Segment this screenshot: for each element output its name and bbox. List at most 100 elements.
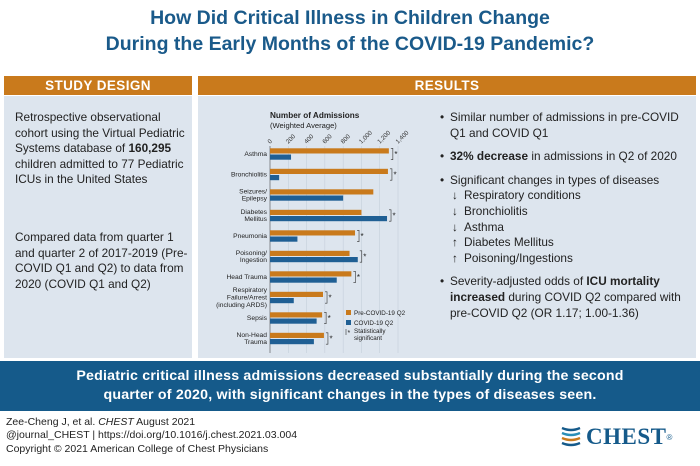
x-tick-label: 400 xyxy=(303,133,316,146)
x-tick-label: 1,400 xyxy=(394,129,410,145)
legend-swatch-pre-covid xyxy=(346,310,351,315)
legend-label-pre-covid: Pre-COVID-19 Q2 xyxy=(354,310,406,317)
chart-title: Number of Admissions xyxy=(270,111,360,120)
doi-link[interactable]: @journal_CHEST | https://doi.org/10.1016… xyxy=(6,429,298,442)
citation-footer: Zee-Cheng J, et al. CHEST August 2021 @j… xyxy=(6,416,297,456)
results-header: RESULTS xyxy=(198,76,696,95)
title-line-1: How Did Critical Illness in Children Cha… xyxy=(150,7,550,29)
result-bullet-2-text: in admissions in Q2 of 2020 xyxy=(528,149,677,164)
citation-authors: Zee-Cheng J, et al. xyxy=(6,416,99,428)
category-label: Respiratory Failure/Arrest (including ARDS… xyxy=(216,287,268,309)
citation-line: Zee-Cheng J, et al. CHEST August 2021 xyxy=(6,416,297,429)
result-bullet-4: Severity-adjusted odds of ICU mortality … xyxy=(440,274,690,321)
chest-logo-icon xyxy=(561,426,581,447)
legend-swatch-covid xyxy=(346,320,351,325)
x-tick-label: 0 xyxy=(266,138,274,146)
x-tick-label: 800 xyxy=(340,133,353,146)
significance-bracket xyxy=(357,230,360,242)
admissions-chart: Number of Admissions (Weighted Average) … xyxy=(202,104,434,356)
category-label: Asthma xyxy=(244,151,267,158)
study-design-header: STUDY DESIGN xyxy=(4,76,192,95)
category-label: Poisoning/Ingestion xyxy=(236,250,268,264)
bar-covid xyxy=(270,339,314,345)
disease-change-item: ↑ Poisoning/Ingestions xyxy=(452,251,690,267)
bar-pre-covid xyxy=(270,332,324,338)
significance-bracket xyxy=(325,291,328,304)
significance-marker: * xyxy=(363,253,366,262)
registered-mark: ® xyxy=(666,432,673,442)
significance-marker: * xyxy=(328,314,331,323)
disease-change-label: Respiratory conditions xyxy=(464,188,581,203)
disease-change-item: ↓ Bronchiolitis xyxy=(452,204,690,220)
sd-p1-text: Retrospective observational cohort using… xyxy=(15,110,185,156)
significance-marker: * xyxy=(393,212,396,221)
sd-p1-text-end: children admitted to 77 Pediatric ICUs i… xyxy=(15,156,184,187)
bar-pre-covid xyxy=(270,312,323,318)
down-arrow-icon: ↓ xyxy=(452,203,458,218)
conclusion-line-2: quarter of 2020, with significant change… xyxy=(103,387,597,403)
admissions-chart-svg: Number of Admissions (Weighted Average) … xyxy=(216,111,411,353)
chest-logo: CHEST ® xyxy=(560,423,672,451)
legend-significance-marker: * xyxy=(348,330,351,337)
sd-p1-bold: 160,295 xyxy=(128,141,172,156)
chart-subtitle: (Weighted Average) xyxy=(270,121,337,130)
bar-pre-covid xyxy=(270,250,350,256)
category-label: Bronchiolitis xyxy=(231,172,268,179)
disease-change-label: Bronchiolitis xyxy=(464,203,528,218)
significance-marker: * xyxy=(357,273,360,282)
bar-pre-covid xyxy=(270,271,352,277)
significance-marker: * xyxy=(361,232,364,241)
significance-bracket xyxy=(324,312,327,324)
bar-covid xyxy=(270,236,298,242)
bar-covid xyxy=(270,318,317,324)
result-bullet-4-text: Severity-adjusted odds of xyxy=(450,274,587,289)
category-label: Seizures/Epilepsy xyxy=(239,188,268,202)
significance-marker: * xyxy=(394,150,397,159)
significance-bracket xyxy=(325,332,329,345)
bar-pre-covid xyxy=(270,189,374,195)
x-tick-label: 600 xyxy=(321,133,334,146)
significance-bracket xyxy=(353,271,356,283)
significance-bracket xyxy=(389,209,392,222)
chest-logo-text: CHEST xyxy=(586,424,667,449)
significance-marker: * xyxy=(329,335,332,344)
category-label: Non-Head Trauma xyxy=(237,332,268,346)
significance-marker: * xyxy=(393,171,396,180)
disease-change-label: Asthma xyxy=(464,219,504,234)
bar-covid xyxy=(270,175,280,181)
x-tick-label: 200 xyxy=(285,133,298,146)
significance-marker: * xyxy=(329,294,332,303)
disease-change-item: ↓ Respiratory conditions xyxy=(452,188,690,204)
bar-covid xyxy=(270,154,292,160)
bar-pre-covid xyxy=(270,291,324,297)
disease-change-label: Diabetes Mellitus xyxy=(464,235,554,250)
disease-changes-list: ↓ Respiratory conditions ↓ Bronchiolitis ↓… xyxy=(440,188,690,266)
up-arrow-icon: ↑ xyxy=(452,235,458,250)
bar-covid xyxy=(270,277,337,283)
results-bullets: Similar number of admissions in pre-COVI… xyxy=(440,110,690,329)
legend-label-significance: Statistically significant xyxy=(354,328,386,342)
bar-covid xyxy=(270,216,388,222)
disease-change-label: Poisoning/Ingestions xyxy=(464,250,573,265)
conclusion-banner: Pediatric critical illness admissions de… xyxy=(0,361,700,411)
bar-covid xyxy=(270,195,344,201)
category-label: Pneumonia xyxy=(233,233,267,240)
bar-covid xyxy=(270,298,294,304)
down-arrow-icon: ↓ xyxy=(452,219,458,234)
citation-journal: CHEST xyxy=(98,416,134,428)
citation-date: August 2021 xyxy=(133,416,196,428)
disease-change-item: ↓ Asthma xyxy=(452,220,690,236)
bar-pre-covid xyxy=(270,209,362,215)
bar-pre-covid xyxy=(270,230,356,236)
result-bullet-4-text-end: during COVID Q2 compared with pre-COVID … xyxy=(450,289,681,320)
copyright-text: Copyright © 2021 American College of Che… xyxy=(6,442,269,455)
result-bullet-2-bold: 32% decrease xyxy=(450,149,529,164)
result-bullet-4-bold: ICU mortality increased xyxy=(450,274,660,304)
down-arrow-icon: ↓ xyxy=(452,188,458,203)
conclusion-line-1: Pediatric critical illness admissions de… xyxy=(76,368,624,384)
bar-pre-covid xyxy=(270,148,389,154)
category-label: Sepsis xyxy=(247,315,268,322)
significance-bracket xyxy=(359,250,363,263)
up-arrow-icon: ↑ xyxy=(452,250,458,265)
study-design-panel xyxy=(4,96,192,358)
